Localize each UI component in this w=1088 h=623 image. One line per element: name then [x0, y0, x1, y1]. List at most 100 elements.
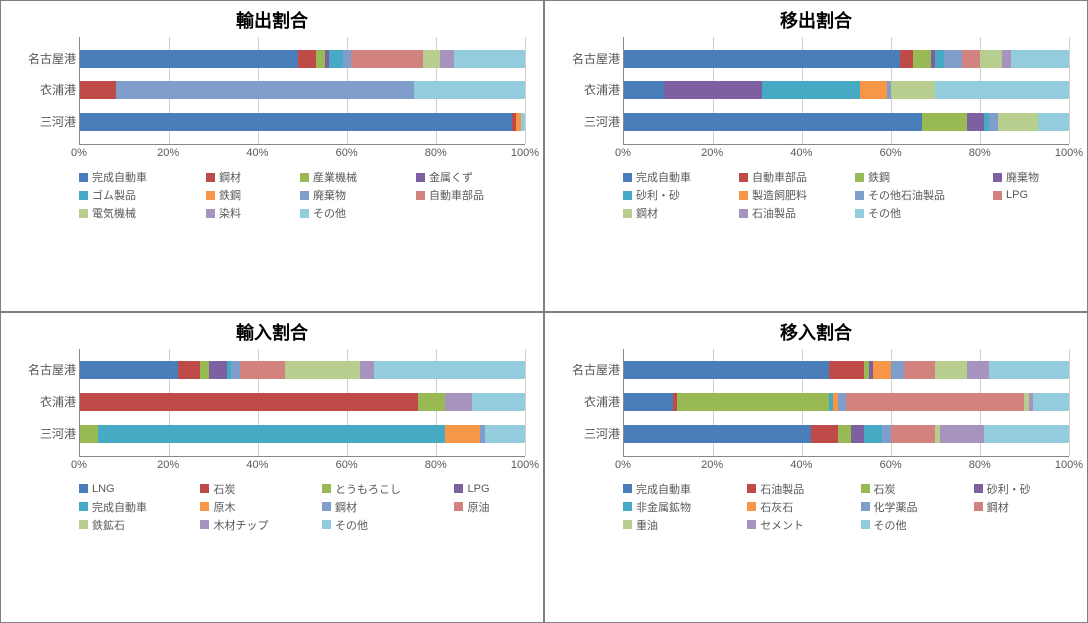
gridline	[1069, 349, 1070, 456]
bar-segment	[624, 425, 811, 443]
x-axis-label: 60%	[336, 459, 358, 471]
legend-swatch	[623, 173, 632, 182]
legend: 完成自動車自動車部品鉄鋼廃棄物砂利・砂製造飼肥料その他石油製品LPG鋼材石油製品…	[623, 169, 1069, 221]
legend-item: その他	[300, 205, 398, 221]
legend-swatch	[200, 484, 209, 493]
bar-segment	[116, 81, 414, 99]
legend-item: 完成自動車	[79, 499, 182, 515]
legend-swatch	[200, 520, 209, 529]
legend-item: 廃棄物	[300, 187, 398, 203]
legend-item: 完成自動車	[623, 169, 721, 185]
legend-swatch	[855, 209, 864, 218]
legend-swatch	[974, 502, 983, 511]
legend-label: その他	[335, 517, 368, 533]
x-axis-label: 80%	[425, 147, 447, 159]
bar-segment	[423, 50, 441, 68]
legend-label: 石炭	[874, 481, 896, 497]
legend-item: 鉄鋼	[206, 187, 282, 203]
x-axis-label: 100%	[511, 459, 539, 471]
legend-item: とうもろこし	[322, 481, 437, 497]
x-axis-label: 0%	[615, 147, 631, 159]
bar-segment	[980, 50, 1002, 68]
bar-segment	[944, 50, 962, 68]
legend-item: 石炭	[861, 481, 956, 497]
legend-item: その他石油製品	[855, 187, 975, 203]
bar-segment	[231, 361, 240, 379]
legend-swatch	[623, 209, 632, 218]
bar-segment	[904, 361, 935, 379]
bar-segment	[1033, 393, 1069, 411]
bar-row	[624, 361, 1069, 379]
legend-item: 染料	[206, 205, 282, 221]
legend-item: 砂利・砂	[623, 187, 721, 203]
legend-swatch	[416, 173, 425, 182]
legend-item: 自動車部品	[416, 187, 525, 203]
legend-swatch	[623, 191, 632, 200]
legend-item: 電気機械	[79, 205, 188, 221]
bar-segment	[922, 113, 967, 131]
legend-label: 廃棄物	[1006, 169, 1039, 185]
x-axis-label: 80%	[969, 459, 991, 471]
legend-label: 木材チップ	[213, 517, 268, 533]
legend-swatch	[79, 209, 88, 218]
legend-swatch	[855, 191, 864, 200]
bar-segment	[343, 50, 352, 68]
legend-label: セメント	[760, 517, 804, 533]
legend-swatch	[861, 520, 870, 529]
legend-item: 砂利・砂	[974, 481, 1069, 497]
legend-label: その他石油製品	[868, 187, 945, 203]
bar-segment	[472, 393, 525, 411]
legend-swatch	[855, 173, 864, 182]
bar-segment	[860, 81, 887, 99]
bar-segment	[418, 393, 445, 411]
y-axis-label: 名古屋港	[10, 50, 76, 68]
legend-swatch	[206, 209, 215, 218]
gridline	[525, 37, 526, 144]
legend-item: LPG	[454, 481, 525, 497]
x-axis-label: 60%	[880, 147, 902, 159]
plot-area: 名古屋港衣浦港三河港	[623, 37, 1069, 145]
chart-title: 輸出割合	[9, 7, 535, 33]
legend-label: 自動車部品	[429, 187, 484, 203]
bar-row	[80, 425, 525, 443]
bar-segment	[967, 361, 989, 379]
legend-label: LNG	[92, 483, 115, 495]
legend-label: 鉄鉱石	[92, 517, 125, 533]
bar-segment	[178, 361, 200, 379]
bar-segment	[891, 81, 936, 99]
legend-label: 完成自動車	[92, 499, 147, 515]
legend-label: その他	[868, 205, 901, 221]
bar-segment	[445, 393, 472, 411]
legend-label: 石油製品	[760, 481, 804, 497]
bar-segment	[445, 425, 481, 443]
bar-segment	[374, 361, 525, 379]
bar-segment	[316, 50, 325, 68]
legend-label: LPG	[467, 483, 489, 495]
legend-item: その他	[861, 517, 956, 533]
bar-segment	[454, 50, 525, 68]
bar-segment	[80, 113, 512, 131]
x-axis-label: 20%	[701, 147, 723, 159]
legend-label: 非金属鉱物	[636, 499, 691, 515]
chart-area: 名古屋港衣浦港三河港0%20%40%60%80%100%	[9, 37, 535, 161]
x-axis-label: 0%	[71, 459, 87, 471]
x-axis-label: 0%	[71, 147, 87, 159]
bar-segment	[935, 81, 1069, 99]
bar-segment	[838, 425, 851, 443]
legend: LNG石炭とうもろこしLPG完成自動車原木鋼材原油鉄鉱石木材チップその他	[79, 481, 525, 533]
legend-label: 原木	[213, 499, 235, 515]
bar-segment	[80, 425, 98, 443]
legend-label: 鉄鋼	[219, 187, 241, 203]
legend-label: 鋼材	[987, 499, 1009, 515]
legend-item: 製造飼肥料	[739, 187, 837, 203]
legend-swatch	[416, 191, 425, 200]
y-axis-label: 三河港	[554, 113, 620, 131]
legend-swatch	[79, 191, 88, 200]
legend-swatch	[79, 484, 88, 493]
legend-item: ゴム製品	[79, 187, 188, 203]
legend-item: 自動車部品	[739, 169, 837, 185]
bar-segment	[80, 393, 418, 411]
bar-segment	[935, 50, 944, 68]
plot-area: 名古屋港衣浦港三河港	[79, 349, 525, 457]
bar-segment	[891, 361, 904, 379]
